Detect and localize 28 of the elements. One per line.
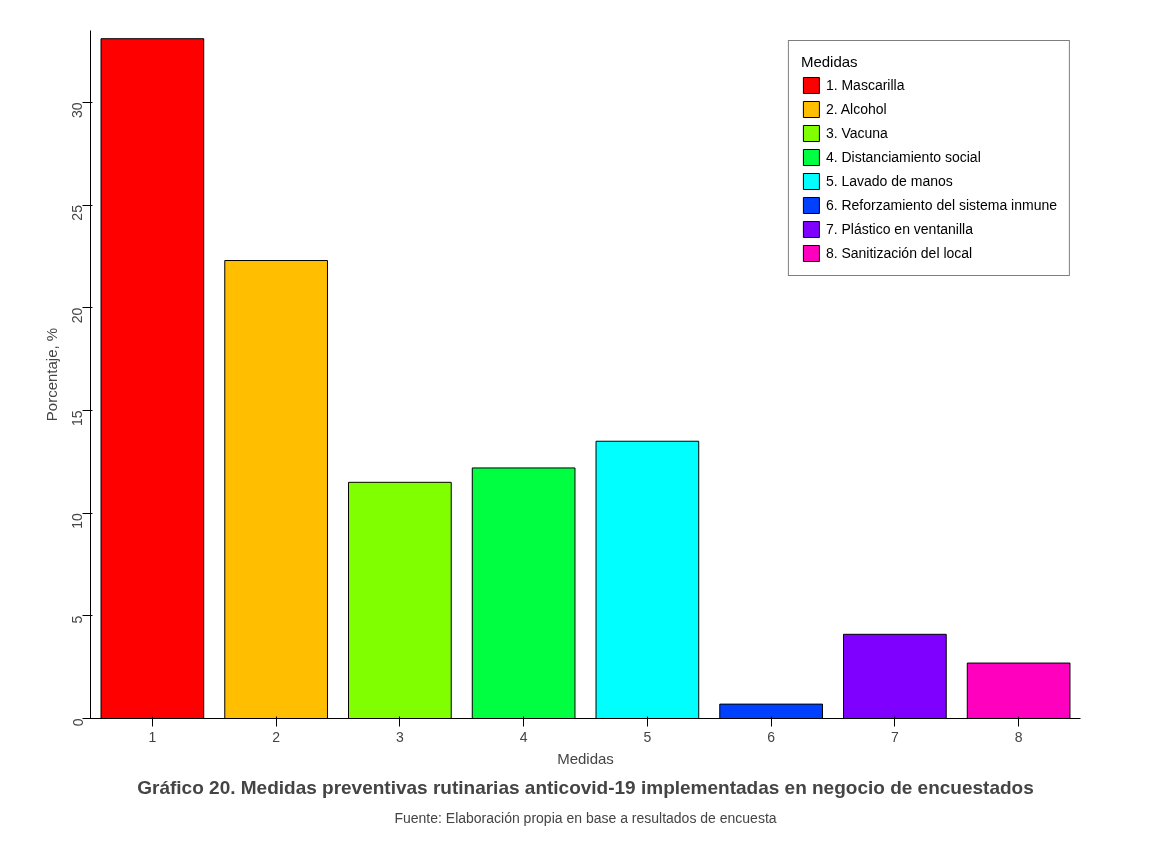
x-tick-label: 8 [1014, 728, 1023, 745]
x-tick-label: 3 [395, 728, 404, 745]
legend-label: 5. Lavado de manos [825, 173, 953, 189]
legend-label: 4. Distanciamiento social [825, 149, 981, 165]
source-note: Fuente: Elaboración propia en base a resultados de encuesta [394, 809, 777, 826]
x-tick-label: 1 [148, 728, 157, 745]
legend-label: 8. Sanitización del local [825, 245, 973, 261]
x-tick-label: 4 [519, 728, 528, 745]
legend-label: 1. Mascarilla [825, 77, 905, 93]
x-axis-title: Medidas [557, 749, 614, 767]
y-tick-label: 25 [69, 204, 86, 221]
legend-label: 7. Plástico en ventanilla [825, 221, 973, 237]
y-tick-label: 20 [69, 307, 86, 324]
text: Gráfico 20. Medidas preventivas rutinarias anticovid-19 implementadas en negocio de encuestados [137, 776, 1034, 798]
x-tick-label: 2 [272, 728, 281, 745]
y-tick-label: 0 [69, 718, 86, 727]
legend-label: 6. Reforzamiento del sistema inmune [825, 197, 1057, 213]
legend-label: 2. Alcohol [825, 101, 887, 117]
y-tick-label: 30 [69, 102, 86, 118]
y-tick-label: 10 [69, 512, 86, 529]
y-tick-label: 15 [69, 410, 86, 427]
x-tick-label: 5 [643, 728, 652, 745]
x-tick-label: 7 [890, 728, 899, 745]
x-tick-label: 6 [767, 728, 776, 745]
legend-title: Medidas [800, 53, 859, 70]
legend-label: 3. Vacuna [825, 125, 888, 141]
y-tick-label: 5 [69, 615, 86, 624]
y-axis-title: Porcentaje, % [42, 327, 60, 422]
